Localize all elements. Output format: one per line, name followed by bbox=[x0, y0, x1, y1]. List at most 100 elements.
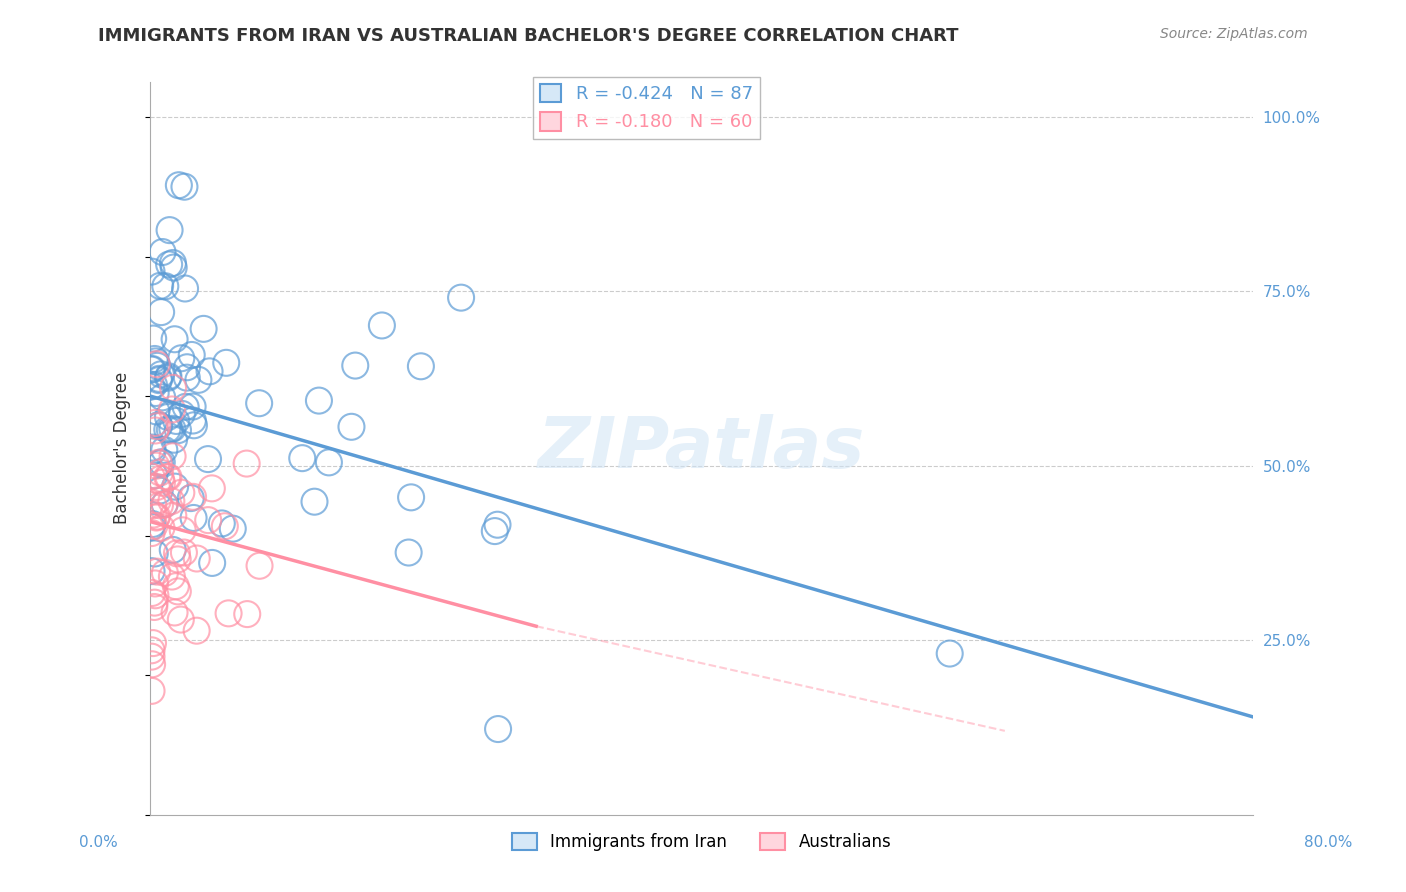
Point bbox=[180, 491, 202, 505]
Point bbox=[162, 256, 184, 270]
Point bbox=[236, 607, 259, 621]
Text: Source: ZipAtlas.com: Source: ZipAtlas.com bbox=[1160, 27, 1308, 41]
Point bbox=[174, 281, 197, 295]
Point bbox=[186, 551, 208, 566]
Point bbox=[145, 458, 167, 473]
Point bbox=[142, 332, 165, 346]
Point bbox=[197, 513, 219, 527]
Point bbox=[149, 466, 172, 480]
Point bbox=[150, 475, 173, 490]
Point bbox=[308, 393, 330, 408]
Point bbox=[938, 647, 960, 661]
Point bbox=[153, 566, 176, 580]
Point bbox=[141, 684, 163, 698]
Point bbox=[166, 552, 188, 566]
Point bbox=[141, 564, 163, 578]
Point bbox=[174, 400, 197, 414]
Point bbox=[186, 624, 208, 638]
Point bbox=[153, 498, 176, 512]
Point bbox=[486, 517, 509, 532]
Point bbox=[143, 519, 166, 533]
Point bbox=[167, 423, 190, 437]
Point bbox=[146, 565, 169, 579]
Point bbox=[148, 373, 170, 387]
Point bbox=[141, 469, 163, 483]
Point bbox=[141, 517, 163, 532]
Point bbox=[159, 423, 181, 437]
Point bbox=[163, 260, 186, 275]
Point bbox=[165, 579, 187, 593]
Point bbox=[235, 457, 257, 471]
Point bbox=[149, 483, 172, 498]
Point bbox=[193, 322, 215, 336]
Point bbox=[146, 493, 169, 508]
Point bbox=[215, 356, 238, 370]
Point bbox=[141, 586, 163, 600]
Point bbox=[149, 498, 172, 512]
Point bbox=[183, 418, 205, 433]
Point bbox=[197, 452, 219, 467]
Point bbox=[344, 359, 367, 373]
Point bbox=[145, 404, 167, 418]
Legend: R = -0.424   N = 87, R = -0.180   N = 60: R = -0.424 N = 87, R = -0.180 N = 60 bbox=[533, 77, 761, 138]
Point bbox=[162, 422, 184, 436]
Point bbox=[170, 407, 193, 421]
Point bbox=[170, 485, 193, 500]
Point bbox=[141, 264, 163, 278]
Point bbox=[142, 498, 165, 512]
Point bbox=[156, 470, 179, 484]
Point bbox=[142, 636, 165, 650]
Point bbox=[450, 291, 472, 305]
Point bbox=[142, 444, 165, 458]
Point bbox=[145, 386, 167, 401]
Point bbox=[181, 400, 204, 414]
Point bbox=[143, 546, 166, 560]
Point bbox=[156, 409, 179, 424]
Point bbox=[211, 516, 233, 531]
Point bbox=[163, 433, 186, 447]
Point bbox=[291, 451, 314, 466]
Point bbox=[218, 607, 240, 621]
Point bbox=[141, 657, 163, 672]
Point bbox=[150, 521, 173, 535]
Point bbox=[141, 362, 163, 376]
Point bbox=[165, 414, 187, 428]
Point bbox=[150, 455, 173, 469]
Point bbox=[145, 354, 167, 368]
Point bbox=[160, 569, 183, 583]
Point bbox=[141, 441, 163, 455]
Point bbox=[146, 480, 169, 494]
Point bbox=[155, 279, 177, 293]
Point bbox=[170, 613, 193, 627]
Point bbox=[222, 522, 245, 536]
Point bbox=[141, 643, 163, 657]
Point bbox=[143, 576, 166, 591]
Point bbox=[146, 359, 169, 373]
Point bbox=[172, 524, 194, 538]
Point bbox=[183, 511, 205, 525]
Text: 80.0%: 80.0% bbox=[1305, 836, 1353, 850]
Point bbox=[166, 584, 188, 599]
Point bbox=[163, 606, 186, 620]
Point bbox=[157, 370, 180, 384]
Point bbox=[484, 524, 506, 538]
Point bbox=[148, 456, 170, 470]
Point bbox=[160, 402, 183, 417]
Point bbox=[146, 419, 169, 434]
Point bbox=[163, 332, 186, 346]
Point bbox=[150, 390, 173, 404]
Point bbox=[148, 372, 170, 386]
Point bbox=[141, 362, 163, 376]
Point bbox=[166, 546, 188, 560]
Point bbox=[148, 417, 170, 432]
Point bbox=[149, 278, 172, 293]
Point bbox=[162, 508, 184, 523]
Point bbox=[371, 318, 394, 333]
Point bbox=[304, 494, 326, 508]
Point bbox=[181, 413, 204, 427]
Point bbox=[170, 351, 193, 366]
Point bbox=[176, 360, 198, 375]
Text: ZIPatlas: ZIPatlas bbox=[538, 414, 865, 483]
Point bbox=[181, 490, 204, 504]
Point bbox=[167, 178, 190, 193]
